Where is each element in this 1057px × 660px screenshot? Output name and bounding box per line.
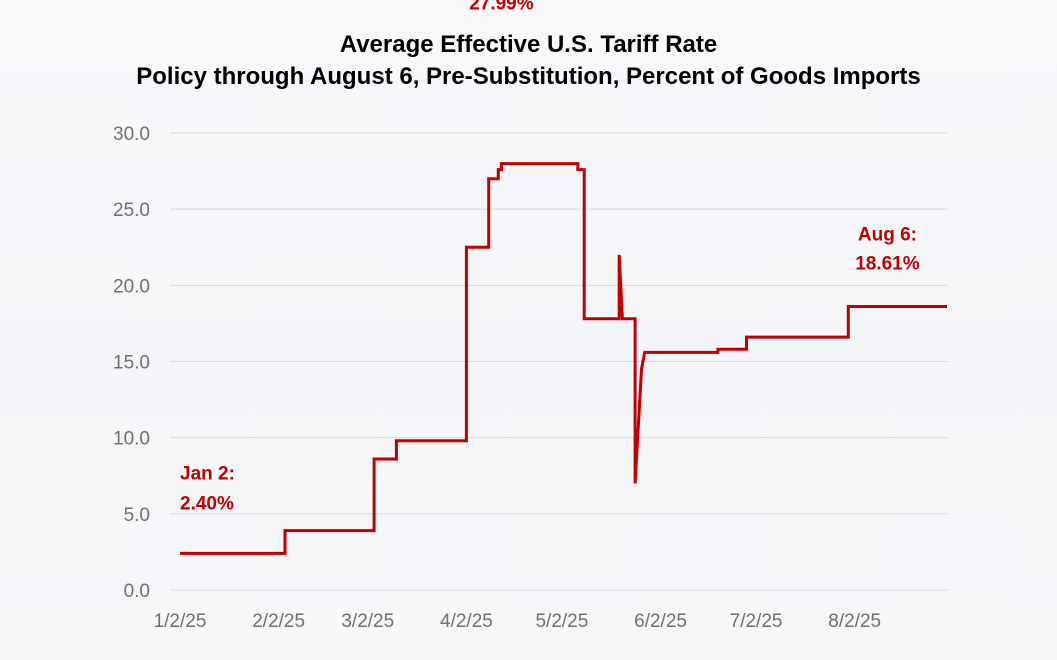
y-tick-label: 5.0 bbox=[124, 505, 150, 526]
y-tick-label: 20.0 bbox=[113, 276, 150, 297]
annotation-value: 18.61% bbox=[855, 254, 920, 275]
x-tick-label: 2/2/25 bbox=[252, 611, 305, 632]
y-tick-label: 25.0 bbox=[113, 200, 150, 221]
x-axis: 1/2/25 2/2/25 3/2/25 4/2/25 5/2/25 6/2/25 7/2/… bbox=[154, 611, 882, 632]
x-tick-label: 4/2/25 bbox=[440, 611, 493, 632]
x-tick-label: 8/2/25 bbox=[828, 611, 881, 632]
annotations: Jan 2:2.40%Apr 13:27.99%Aug 6:18.61% bbox=[180, 0, 920, 514]
annotation-value: 27.99% bbox=[469, 0, 534, 15]
x-tick-label: 6/2/25 bbox=[634, 611, 687, 632]
y-tick-label: 30.0 bbox=[113, 124, 150, 145]
chart-subtitle: Policy through August 6, Pre-Substitutio… bbox=[136, 63, 921, 90]
annotation-label: Aug 6: bbox=[858, 225, 917, 246]
x-tick-label: 5/2/25 bbox=[535, 611, 588, 632]
y-tick-label: 10.0 bbox=[113, 429, 150, 450]
series-line bbox=[180, 162, 947, 555]
y-tick-label: 0.0 bbox=[124, 581, 150, 602]
x-tick-label: 7/2/25 bbox=[730, 611, 783, 632]
x-tick-label: 1/2/25 bbox=[154, 611, 207, 632]
annotation-label: Jan 2: bbox=[180, 463, 235, 484]
y-tick-label: 15.0 bbox=[113, 353, 150, 374]
x-tick-label: 3/2/25 bbox=[341, 611, 394, 632]
gridlines bbox=[170, 132, 947, 591]
chart-title: Average Effective U.S. Tariff Rate bbox=[339, 31, 718, 58]
annotation-value: 2.40% bbox=[180, 493, 234, 514]
y-axis: 0.0 5.0 10.0 15.0 20.0 25.0 30.0 bbox=[113, 124, 150, 602]
series-layer bbox=[180, 162, 947, 555]
